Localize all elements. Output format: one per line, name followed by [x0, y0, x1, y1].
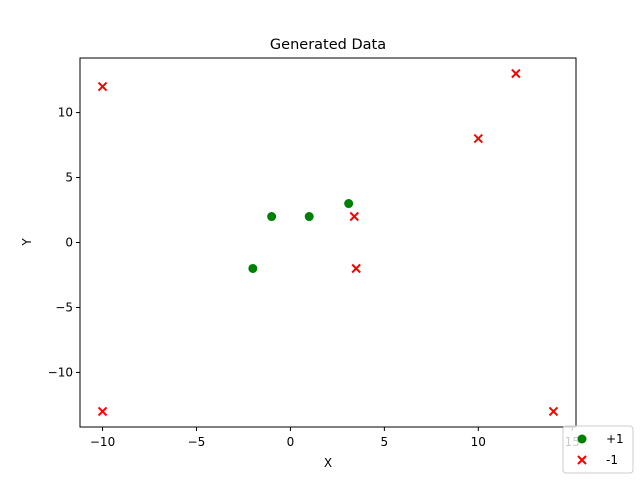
point-negative: [349, 211, 360, 222]
data-points: [97, 68, 559, 417]
point-negative-stroke: [97, 81, 108, 92]
y-tick-label: 10: [58, 106, 73, 120]
point-negative-stroke: [511, 68, 521, 79]
point-positive: [267, 212, 277, 222]
legend-marker: [577, 455, 587, 465]
x-tick-label: 10: [471, 435, 486, 449]
point-negative-stroke: [548, 406, 559, 417]
point-negative: [97, 81, 108, 92]
x-tick-label: −10: [90, 435, 115, 449]
point-positive: [248, 263, 258, 273]
chart-title: Generated Data: [270, 37, 386, 53]
y-axis-ticks: −10 −5 0 5 10: [48, 106, 80, 379]
legend-marker: [577, 434, 587, 444]
point-negative-stroke: [473, 133, 484, 144]
point-negative: [351, 263, 361, 274]
point-positive: [304, 212, 314, 222]
legend-label: -1: [606, 453, 618, 467]
y-tick-label: −5: [55, 300, 73, 314]
legend-marker-stroke: [577, 455, 587, 465]
x-tick-label: 5: [381, 435, 389, 449]
legend: +1 -1: [562, 425, 634, 474]
point-negative: [97, 406, 108, 417]
y-tick-label: 0: [65, 236, 73, 250]
plot-area: [80, 58, 576, 427]
point-negative: [511, 68, 521, 79]
point-negative-stroke: [351, 263, 361, 274]
point-negative: [473, 133, 484, 144]
x-tick-label: −5: [188, 435, 206, 449]
point-negative: [548, 406, 559, 417]
y-axis-label: Y: [20, 238, 34, 247]
legend-label: +1: [606, 432, 624, 446]
point-negative-stroke: [349, 211, 360, 222]
point-positive: [344, 199, 354, 209]
point-negative-stroke: [97, 406, 108, 417]
y-tick-label: −10: [48, 365, 73, 379]
y-tick-label: 5: [65, 171, 73, 185]
legend-items: +1 -1: [577, 432, 624, 467]
x-tick-label: 0: [287, 435, 295, 449]
x-axis-label: X: [324, 456, 332, 470]
